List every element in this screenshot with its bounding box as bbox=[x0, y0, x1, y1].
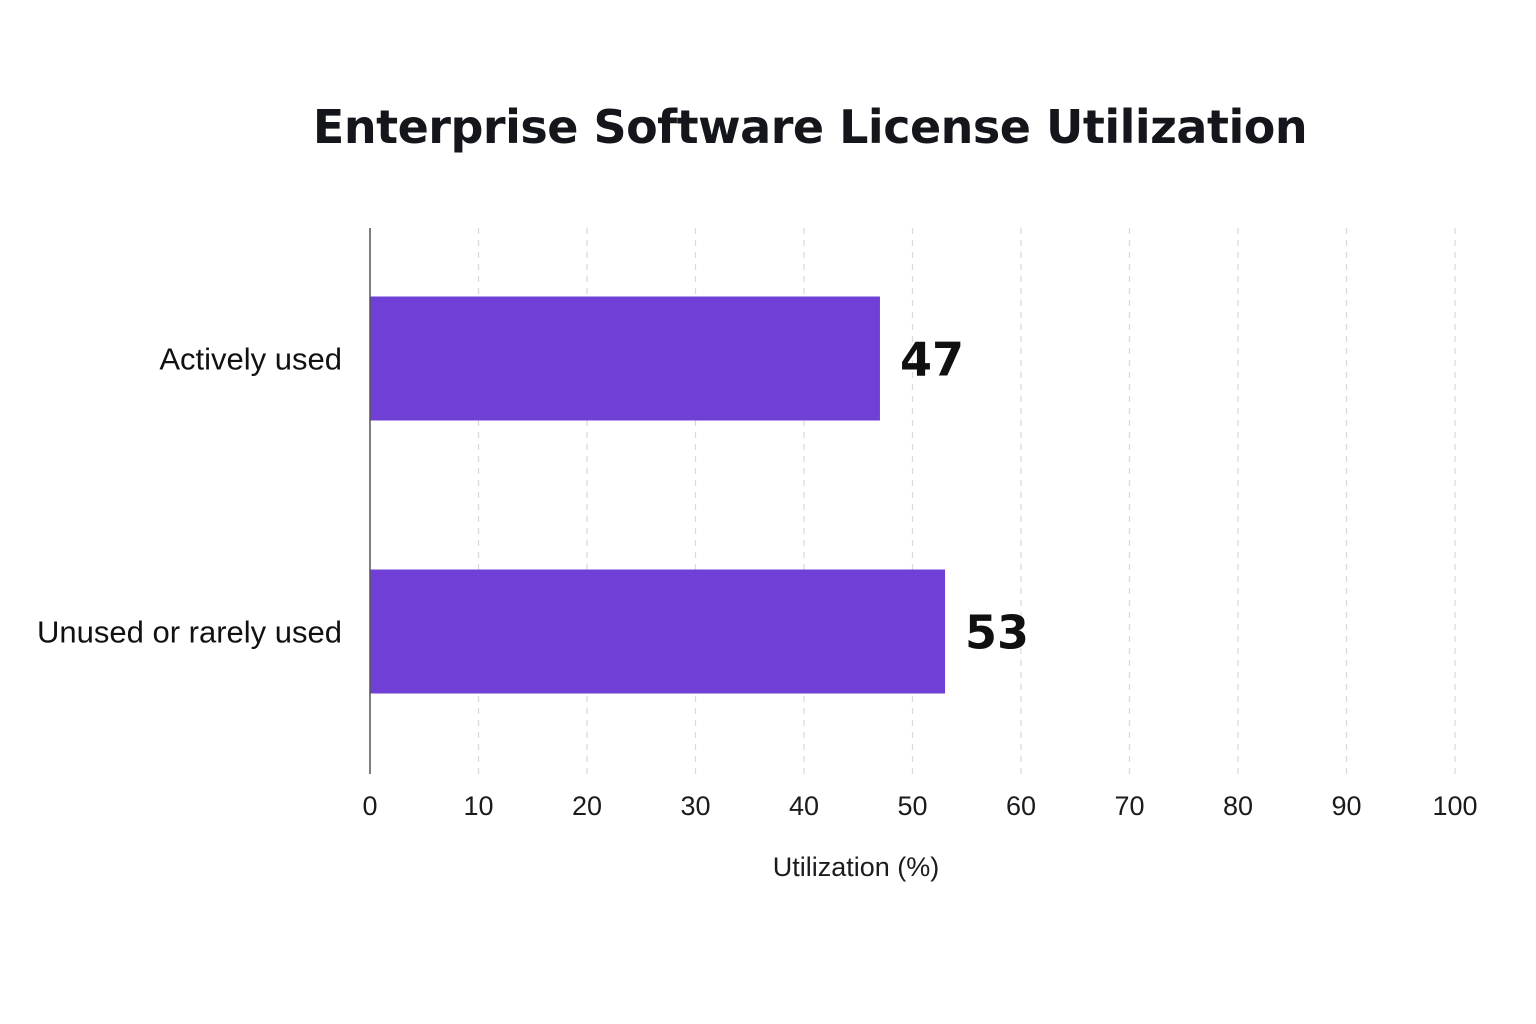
category-labels: Actively used Unused or rarely used bbox=[37, 342, 342, 650]
bar-0 bbox=[370, 296, 880, 421]
x-tick-label-0: 0 bbox=[362, 791, 377, 821]
x-tick-label-30: 30 bbox=[680, 791, 710, 821]
value-labels: 47 53 bbox=[900, 333, 1029, 660]
x-tick-label-100: 100 bbox=[1432, 791, 1477, 821]
category-label-0: Actively used bbox=[159, 342, 342, 377]
chart-title: Enterprise Software License Utilization bbox=[312, 100, 1308, 154]
value-label-1: 53 bbox=[965, 606, 1029, 660]
bar-1 bbox=[370, 569, 946, 694]
x-tick-label-90: 90 bbox=[1331, 791, 1361, 821]
x-tick-label-50: 50 bbox=[897, 791, 927, 821]
x-axis-ticks: 0 10 20 30 40 50 60 70 80 90 100 bbox=[362, 791, 1477, 821]
x-tick-label-70: 70 bbox=[1114, 791, 1144, 821]
bars bbox=[370, 296, 946, 694]
x-tick-label-80: 80 bbox=[1223, 791, 1253, 821]
x-tick-label-60: 60 bbox=[1006, 791, 1036, 821]
x-axis-title: Utilization (%) bbox=[773, 852, 940, 882]
value-label-0: 47 bbox=[900, 333, 964, 387]
x-tick-label-10: 10 bbox=[463, 791, 493, 821]
x-tick-label-40: 40 bbox=[789, 791, 819, 821]
category-label-1: Unused or rarely used bbox=[37, 615, 342, 650]
x-tick-label-20: 20 bbox=[572, 791, 602, 821]
